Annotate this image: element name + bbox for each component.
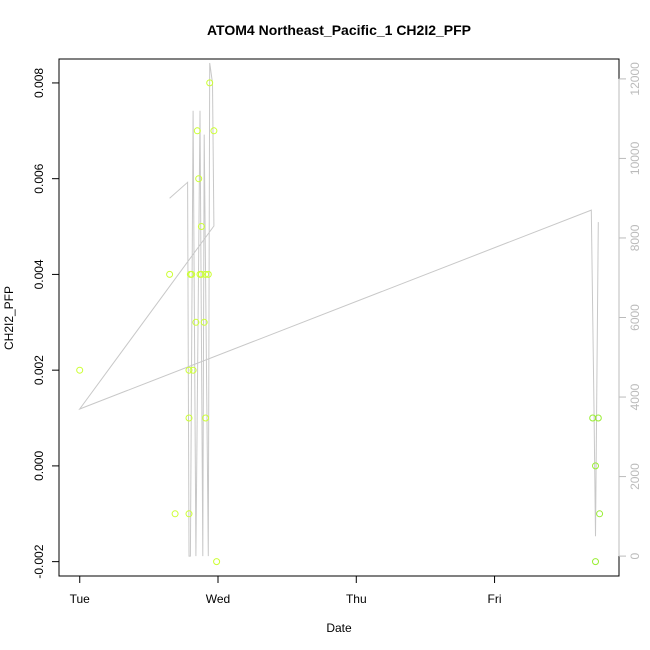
y2-tick-label-2: 4000 [628, 383, 642, 410]
data-point-21 [213, 558, 221, 566]
data-point-7 [188, 270, 196, 278]
data-point-24 [592, 558, 599, 566]
y2-tick-label-5: 10000 [628, 141, 642, 175]
x-axis: Tue Wed Thu Fri [70, 575, 502, 606]
y-axis-right: 0 2000 4000 6000 8000 10000 12000 [618, 62, 642, 559]
y-axis-left: -0.002 0.000 0.002 0.004 0.006 0.008 [32, 68, 60, 579]
data-point-3 [185, 366, 193, 374]
x-axis-label: Date [326, 621, 352, 635]
altitude-line [78, 62, 599, 557]
y-axis-label: CH2I2_PFP [2, 286, 16, 350]
x-tick-label-0: Tue [70, 592, 91, 606]
data-point-13 [197, 270, 205, 278]
data-point-19 [206, 79, 214, 87]
data-point-18 [204, 270, 212, 278]
data-point-25 [594, 414, 602, 422]
data-point-17 [202, 414, 210, 422]
y-tick-label-4: 0.006 [32, 163, 46, 193]
y2-tick-label-0: 0 [628, 552, 642, 559]
y-tick-label-0: -0.002 [32, 544, 46, 578]
y2-tick-label-6: 12000 [628, 62, 642, 96]
x-tick-label-2: Thu [346, 592, 367, 606]
data-point-26 [596, 510, 604, 518]
data-point-16 [202, 270, 210, 278]
y2-tick-label-3: 6000 [628, 304, 642, 331]
y-tick-label-3: 0.004 [32, 259, 46, 289]
data-point-10 [193, 127, 201, 135]
data-point-14 [197, 223, 205, 230]
y-tick-label-5: 0.008 [32, 68, 46, 98]
data-point-23 [592, 462, 599, 470]
points-layer [76, 79, 604, 566]
data-point-20 [210, 127, 218, 135]
data-point-8 [189, 366, 197, 374]
data-point-9 [192, 318, 200, 326]
plot-frame [58, 58, 620, 577]
data-point-1 [166, 270, 174, 278]
data-point-2 [171, 510, 179, 518]
y-tick-label-1: 0.000 [32, 451, 46, 481]
data-point-4 [185, 414, 193, 422]
data-point-11 [195, 175, 203, 183]
data-point-15 [200, 318, 208, 326]
data-point-0 [76, 366, 84, 374]
y2-tick-label-4: 8000 [628, 224, 642, 251]
data-point-5 [185, 510, 193, 518]
x-tick-label-3: Fri [488, 592, 502, 606]
altitude-line-layer [78, 62, 599, 557]
chart-title: ATOM4 Northeast_Pacific_1 CH2I2_PFP [207, 22, 471, 38]
x-tick-label-1: Wed [206, 592, 230, 606]
y-tick-label-2: 0.002 [32, 355, 46, 385]
y2-tick-label-1: 2000 [628, 463, 642, 490]
